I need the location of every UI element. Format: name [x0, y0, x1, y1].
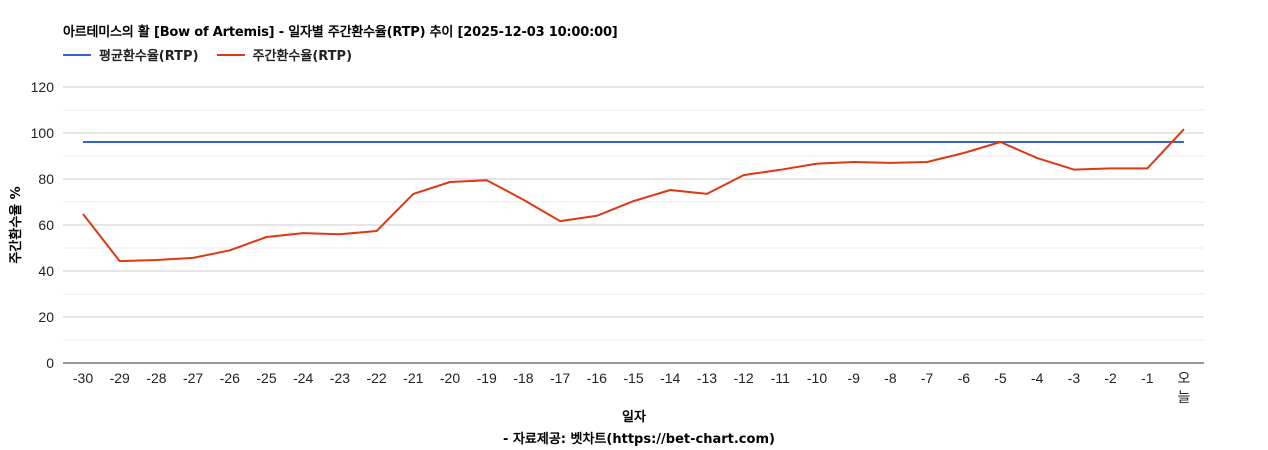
x-tick-label: -8	[884, 370, 897, 386]
x-tick-label: -30	[73, 370, 93, 386]
x-axis-title: 일자	[622, 410, 646, 425]
data-source-footer: - 자료제공: 벳차트(https://bet-chart.com)	[503, 432, 775, 447]
x-tick-label: -3	[1068, 370, 1081, 386]
y-tick-label: 100	[31, 125, 55, 141]
x-tick-label: -29	[110, 370, 130, 386]
x-tick-label: -14	[660, 370, 680, 386]
x-tick-label: -9	[847, 370, 860, 386]
x-tick-label: -20	[440, 370, 460, 386]
y-tick-label: 0	[46, 355, 54, 371]
legend-item-weekly-rtp[interactable]: 주간환수율(RTP)	[216, 45, 353, 64]
legend-label-weekly: 주간환수율(RTP)	[252, 49, 353, 64]
y-tick-label: 80	[38, 171, 54, 187]
x-tick-label: -21	[403, 370, 423, 386]
legend-swatch-weekly-icon	[216, 53, 245, 56]
x-tick-label: -12	[733, 370, 753, 386]
x-tick-label: -17	[550, 370, 570, 386]
x-tick-label: -18	[513, 370, 533, 386]
x-tick-label: -23	[330, 370, 350, 386]
legend-item-average-rtp[interactable]: 평균환수율(RTP)	[63, 45, 199, 64]
x-tick-label: -26	[220, 370, 240, 386]
y-tick-label: 20	[38, 309, 54, 325]
x-tick-label: -7	[921, 370, 934, 386]
x-tick-label: 오	[1178, 370, 1191, 386]
chart-title: 아르테미스의 활 [Bow of Artemis] - 일자별 주간환수율(RT…	[63, 25, 618, 40]
x-tick-label: -24	[293, 370, 313, 386]
legend-label-average: 평균환수율(RTP)	[99, 49, 199, 64]
x-tick-label: -19	[477, 370, 497, 386]
x-tick-label: -5	[994, 370, 1007, 386]
x-tick-label: -1	[1141, 370, 1154, 386]
y-tick-label: 120	[31, 79, 55, 95]
chart-legend: 평균환수율(RTP) 주간환수율(RTP)	[63, 45, 370, 64]
x-tick-label: -11	[771, 370, 790, 386]
x-tick-label: -10	[807, 370, 827, 386]
x-tick-label: -27	[183, 370, 203, 386]
x-tick-label: 늘	[1178, 389, 1191, 405]
x-tick-label: -15	[623, 370, 643, 386]
x-tick-label: -16	[587, 370, 607, 386]
x-tick-label: -2	[1104, 370, 1117, 386]
x-tick-label: -22	[366, 370, 386, 386]
x-tick-label: -28	[146, 370, 166, 386]
x-tick-label: -25	[256, 370, 276, 386]
x-tick-label: -13	[697, 370, 717, 386]
y-axis-title: 주간환수율 %	[8, 186, 24, 263]
x-tick-label: -4	[1031, 370, 1044, 386]
y-tick-label: 60	[38, 217, 54, 233]
y-tick-label: 40	[38, 263, 54, 279]
x-tick-label: -6	[958, 370, 971, 386]
legend-swatch-average-icon	[63, 53, 91, 56]
weekly-rtp-line[interactable]	[82, 128, 1185, 263]
